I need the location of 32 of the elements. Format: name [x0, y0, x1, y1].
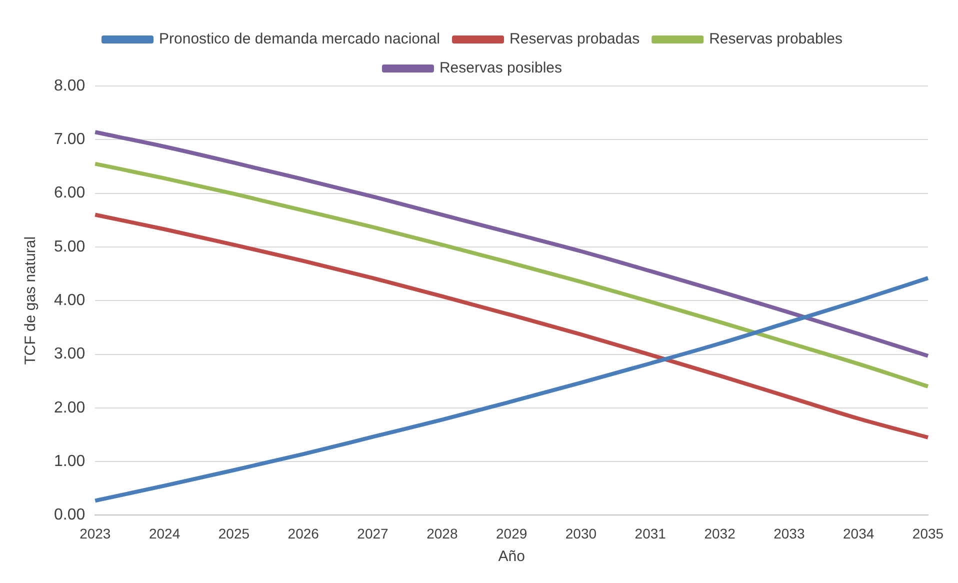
y-tick-label: 8.00 [54, 77, 86, 94]
y-tick-label: 7.00 [54, 131, 86, 148]
line-series [93, 130, 930, 358]
x-tick-label: 2029 [496, 525, 528, 542]
y-tick-label: 3.00 [54, 346, 86, 363]
x-tick-label: 2024 [148, 525, 180, 542]
y-tick-label: 0.00 [54, 506, 86, 524]
x-tick-label: 2032 [704, 525, 736, 542]
x-axis-title: Año [498, 548, 525, 566]
y-tick-label: 4.00 [54, 292, 86, 310]
y-tick-label: 1.00 [54, 452, 86, 470]
line-series [93, 276, 930, 503]
x-tick-label: 2031 [634, 525, 666, 542]
x-tick-label: 2034 [843, 525, 874, 542]
x-tick-label: 2030 [565, 525, 597, 542]
legend-label: Pronostico de demanda mercado nacional [159, 30, 440, 48]
y-tick-label: 2.00 [54, 399, 86, 416]
line-series [93, 212, 930, 440]
x-tick-label: 2025 [218, 525, 250, 542]
y-axis-title: TCF de gas natural [22, 236, 40, 365]
x-tick-label: 2027 [357, 525, 389, 542]
legend-label: Reservas posibles [439, 60, 562, 77]
x-tick-label: 2023 [80, 525, 111, 542]
x-tick-label: 2026 [288, 525, 320, 542]
x-tick-label: 2035 [912, 525, 944, 542]
line-series [93, 162, 930, 388]
legend-label: Reservas probables [709, 30, 842, 48]
y-tick-label: 5.00 [54, 238, 86, 256]
x-tick-label: 2033 [774, 525, 805, 542]
legend-label: Reservas probadas [510, 30, 640, 48]
x-tick-label: 2028 [426, 525, 458, 542]
y-tick-label: 6.00 [54, 184, 86, 202]
